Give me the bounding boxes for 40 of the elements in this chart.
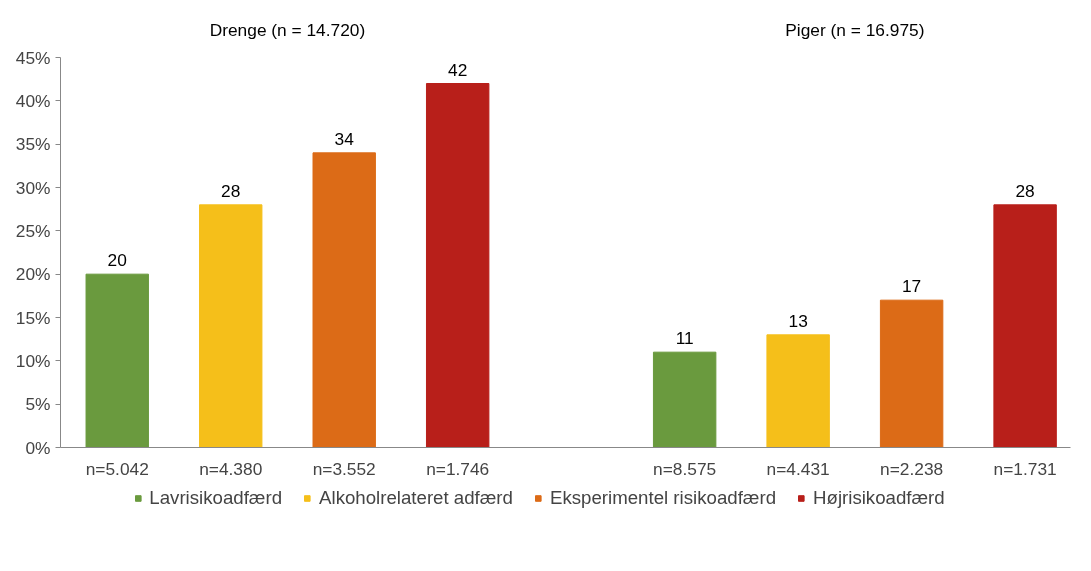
bar: [993, 204, 1057, 448]
y-tick-label: 15%: [15, 307, 51, 328]
legend-label: Lavrisikoadfærd: [149, 487, 283, 509]
bar: [312, 152, 376, 448]
x-tick-label: n=5.042: [85, 458, 149, 479]
y-tick-label: 20%: [15, 264, 51, 285]
legend-label: Eksperimentel risikoadfærd: [549, 487, 777, 509]
y-tick-label: 40%: [15, 90, 51, 111]
data-label: 28: [1015, 180, 1035, 201]
bar: [766, 334, 830, 448]
data-label: 11: [675, 328, 694, 349]
x-tick-label: n=8.575: [653, 458, 717, 479]
data-label: 34: [334, 128, 355, 149]
y-tick-label: 10%: [15, 350, 51, 371]
x-tick-label: n=3.552: [312, 458, 376, 479]
data-label: 17: [901, 276, 922, 297]
y-tick-label: 5%: [25, 394, 51, 415]
bar: [425, 83, 490, 448]
bar: [85, 273, 149, 448]
x-tick-label: n=4.380: [199, 458, 263, 479]
x-tick-label: n=1.746: [426, 458, 490, 479]
y-tick-label: 35%: [15, 134, 51, 155]
legend-label: Højrisikoadfærd: [813, 487, 945, 509]
x-tick-label: n=4.431: [766, 458, 830, 479]
data-label: 42: [448, 59, 468, 80]
bar: [879, 299, 944, 448]
y-tick-label: 30%: [15, 177, 51, 198]
bar: [199, 204, 263, 448]
x-tick-label: n=1.731: [993, 458, 1057, 479]
text: Piger (n = 16.975): [785, 19, 925, 40]
bar: [652, 351, 717, 448]
data-label: 13: [788, 310, 808, 331]
data-label: 28: [221, 180, 241, 201]
y-tick-label: 0%: [25, 437, 51, 458]
text: Drenge (n = 14.720): [209, 19, 366, 40]
legend-label: Alkoholrelateret adfærd: [319, 487, 513, 509]
y-tick-label: 25%: [15, 220, 51, 241]
data-label: 20: [107, 250, 127, 271]
y-tick-label: 45%: [15, 47, 51, 68]
x-tick-label: n=2.238: [880, 458, 944, 479]
